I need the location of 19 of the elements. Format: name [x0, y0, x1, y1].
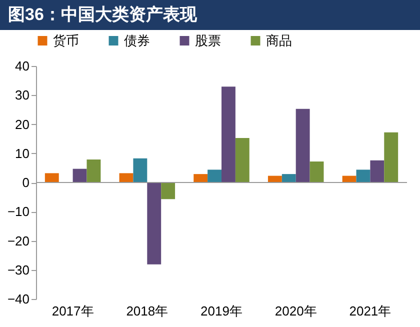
legend-label: 债券 [124, 32, 150, 48]
legend-label: 货币 [53, 32, 79, 48]
y-tick-label: −40 [7, 292, 30, 306]
y-tick-label: −30 [7, 262, 30, 278]
x-tick-label: 2018年 [126, 304, 168, 318]
legend-label: 商品 [266, 32, 292, 48]
y-tick-label: 30 [15, 88, 30, 103]
chart-title: 图36：中国大类资产表现 [0, 0, 420, 30]
legend-label: 股票 [195, 32, 221, 48]
x-tick-label: 2017年 [52, 304, 94, 318]
y-tick-label: 0 [22, 175, 30, 190]
x-tick-label: 2019年 [200, 304, 242, 318]
y-tick-label: 20 [15, 116, 30, 132]
y-tick-label: 10 [15, 146, 30, 161]
x-tick-label: 2020年 [274, 304, 317, 318]
y-tick-label: −20 [7, 233, 30, 248]
y-tick-label: 40 [15, 58, 30, 74]
y-tick-label: −10 [7, 204, 30, 220]
x-tick-label: 2021年 [349, 304, 392, 318]
